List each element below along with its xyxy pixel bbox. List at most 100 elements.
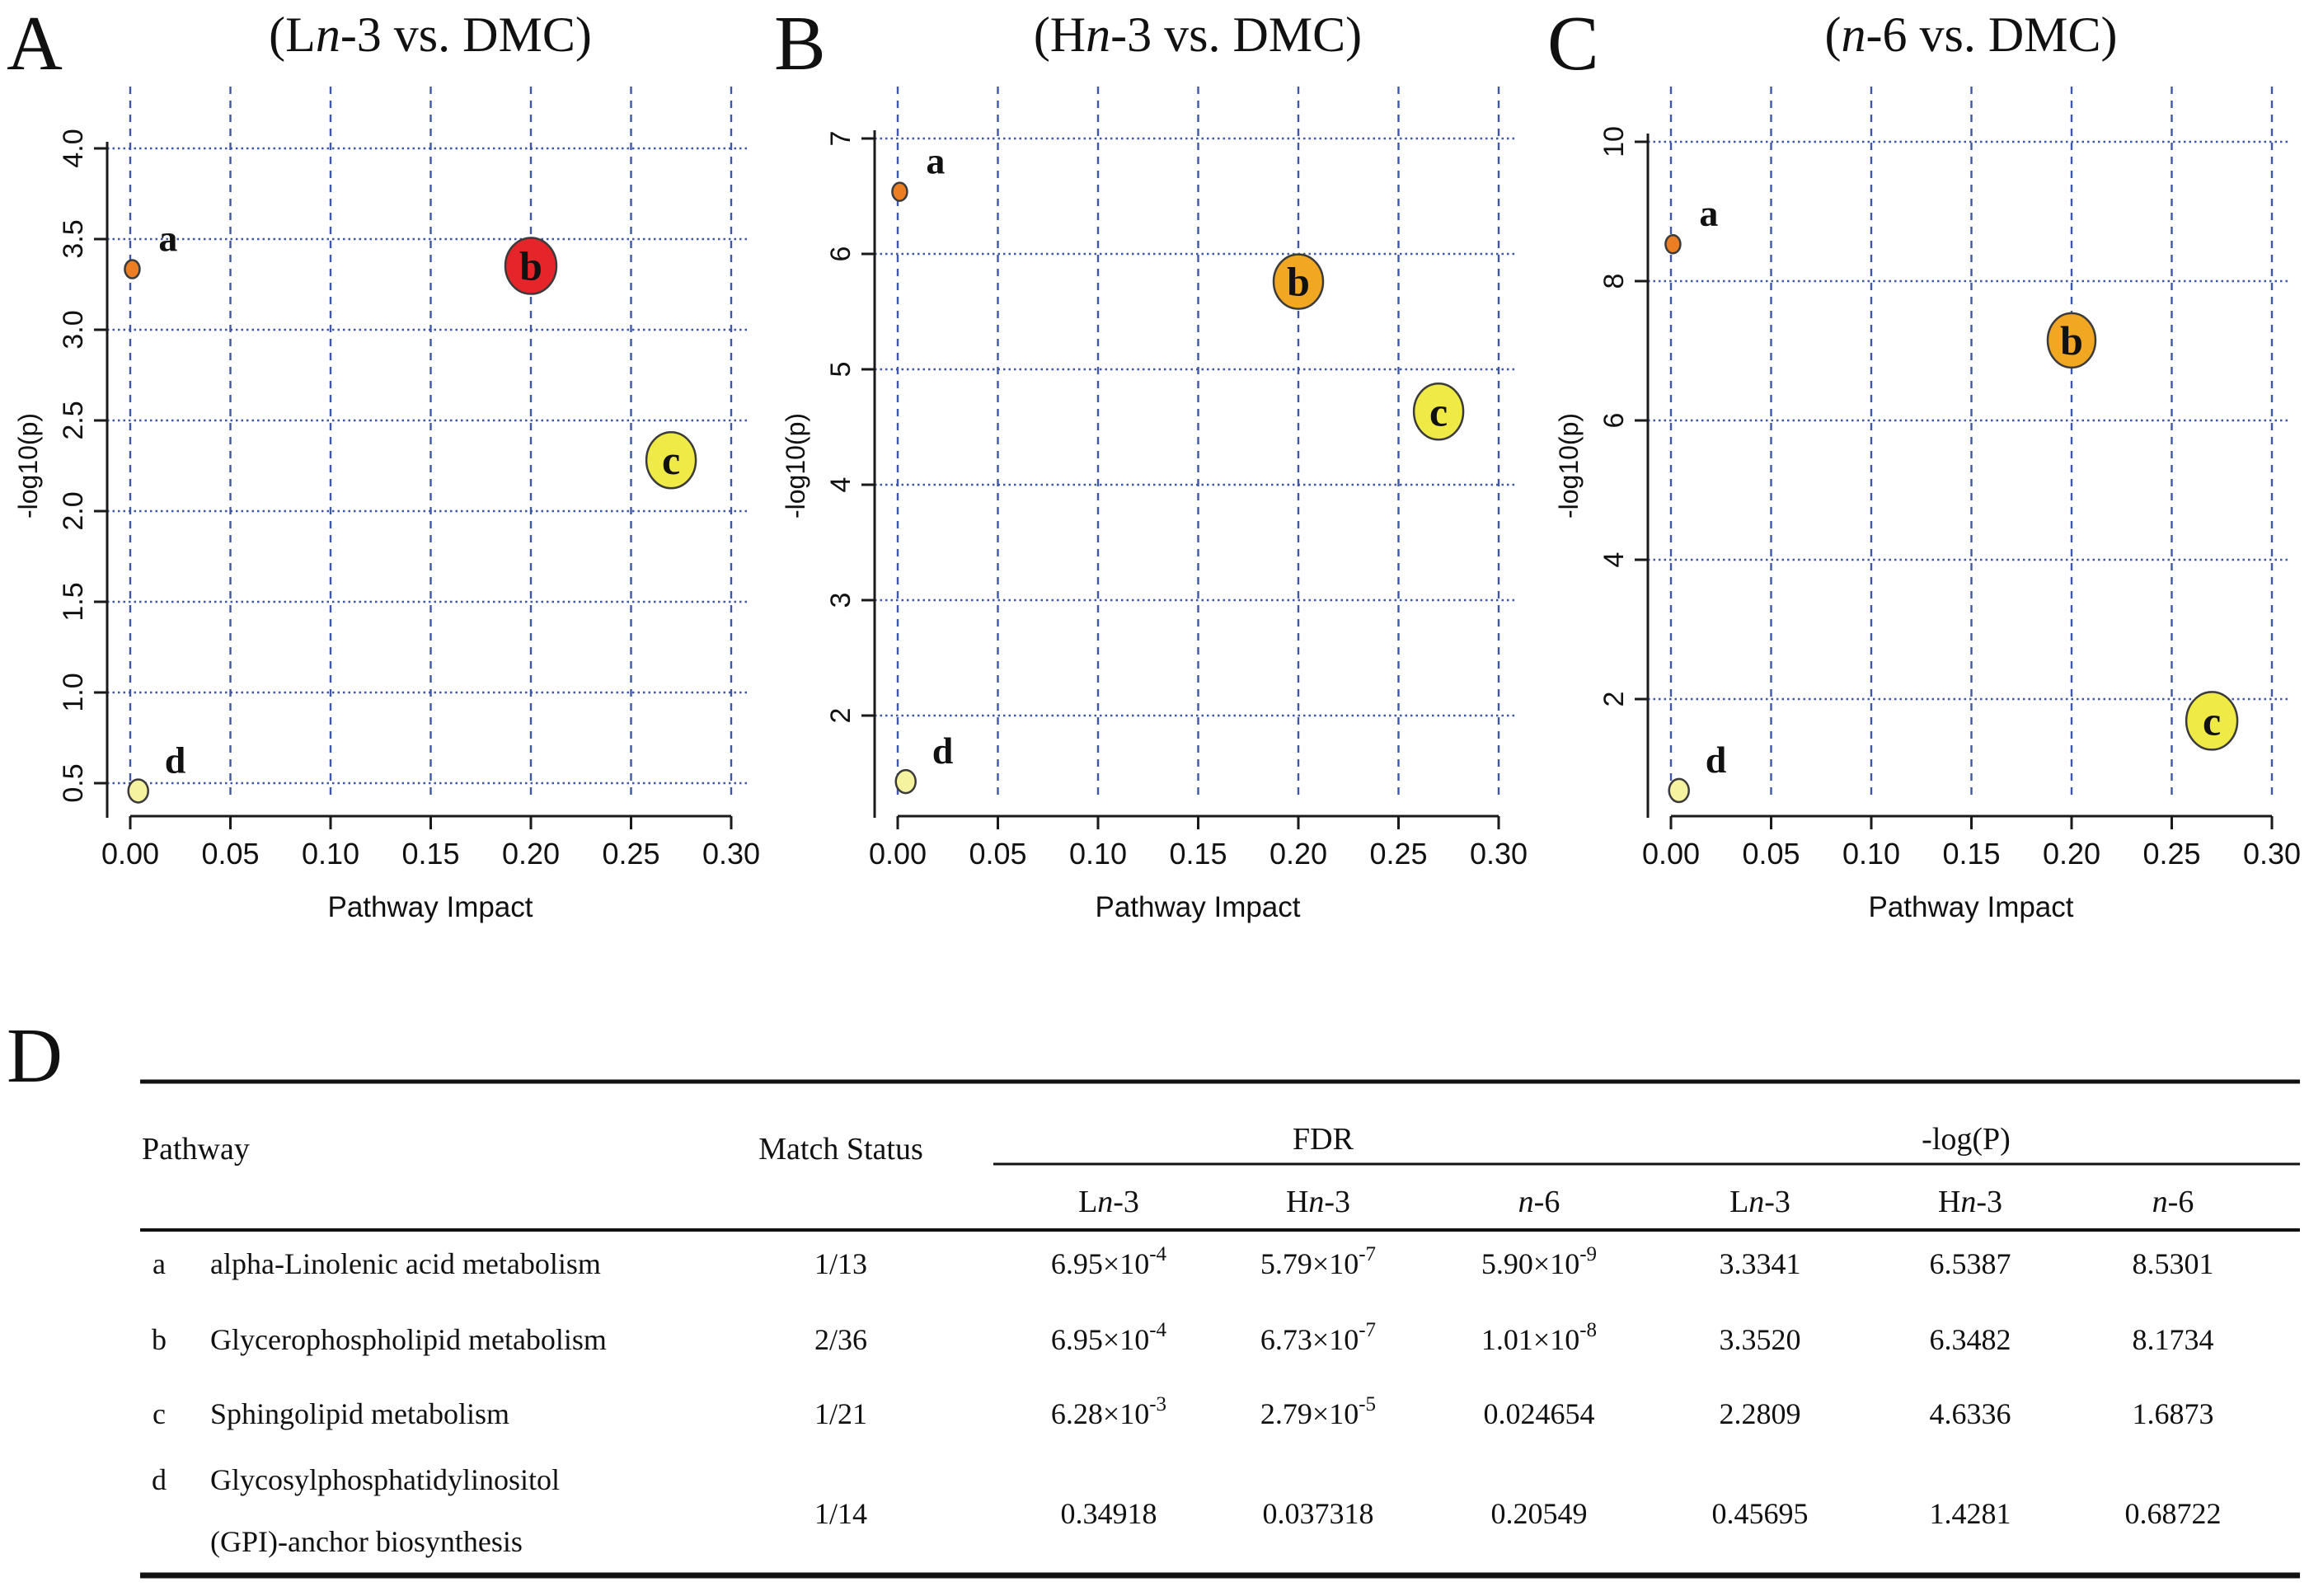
x-tick-label: 0.25 <box>1369 837 1427 871</box>
y-axis-title: -log10(p) <box>1554 413 1584 519</box>
bubble-c <box>1412 383 1465 441</box>
panel-letter: D <box>7 1013 63 1099</box>
y-tick-label: 3.0 <box>58 310 89 349</box>
bubble-d <box>1668 777 1690 804</box>
y-tick-label: 10 <box>1598 126 1630 157</box>
panel-letter: C <box>1547 1 1599 87</box>
bubble-b <box>1272 253 1325 310</box>
table-value: 6.95×10-4 <box>1051 1319 1167 1356</box>
table-subheader: Ln-3 <box>1078 1185 1139 1219</box>
y-tick-label: 2 <box>825 708 856 724</box>
x-tick-label: 0.10 <box>302 837 359 871</box>
bubble-label-d: d <box>165 739 186 781</box>
y-tick-label: 3 <box>825 593 856 608</box>
table-value: 8.5301 <box>2133 1247 2214 1280</box>
y-tick-label: 3.5 <box>58 219 89 258</box>
x-tick-label: 0.05 <box>969 837 1026 871</box>
y-tick-label: 4 <box>825 477 856 493</box>
table-value: 6.3482 <box>1930 1323 2011 1356</box>
y-tick-label: 4.0 <box>58 129 89 167</box>
y-tick-label: 6 <box>825 246 856 262</box>
table-value: 3.3520 <box>1720 1323 1801 1356</box>
x-tick-label: 0.30 <box>2243 837 2301 871</box>
table-value: 1.6873 <box>2133 1397 2214 1430</box>
table-subheader: Ln-3 <box>1729 1185 1790 1219</box>
bubble-b <box>2046 312 2097 369</box>
panel-letter: B <box>774 1 826 87</box>
panel-title: (Hn-3 vs. DMC) <box>1034 7 1362 62</box>
x-tick-label: 0.05 <box>1742 837 1800 871</box>
table-row: a alpha-Linolenic acid metabolism 1/13 6.95… <box>153 1243 2213 1280</box>
x-tick-label: 0.20 <box>1269 837 1327 871</box>
y-tick-label: 6 <box>1598 413 1630 429</box>
y-axis-title: -log10(p) <box>781 413 810 519</box>
x-axis-title: Pathway Impact <box>1096 891 1301 923</box>
bubble-label-c: c <box>662 437 680 483</box>
panel-letter: A <box>7 1 63 87</box>
table-subheader: Hn-3 <box>1938 1185 2002 1219</box>
bubble-a <box>891 181 908 202</box>
table-value: 6.95×10-4 <box>1051 1243 1167 1280</box>
bubble-d <box>894 768 917 795</box>
panel-D-table: D Pathway Match Status FDR -log(P) Ln-3 Hn-3 n-… <box>7 1013 2300 1579</box>
bubble-b <box>504 237 558 295</box>
match-status-value: 2/36 <box>814 1323 867 1356</box>
pathway-name: (GPI)-anchor biosynthesis <box>210 1525 523 1558</box>
table-value: 2.2809 <box>1720 1397 1801 1430</box>
table-subheader: Hn-3 <box>1286 1185 1350 1219</box>
y-tick-label: 5 <box>825 362 856 378</box>
table-header-match-status: Match Status <box>758 1132 922 1166</box>
bubble-label-c: c <box>2203 697 2221 744</box>
panel-B-plot: 2 3 4 5 6 7 0.00 0.05 0.10 0.15 0.20 0.25 0.30 Pathwa… <box>774 1 1528 923</box>
panel-C-plot: 2 4 6 8 10 0.00 0.05 0.10 0.15 0.20 0.25 0.30 Pathwa… <box>1547 1 2301 923</box>
pathway-name: Glycosylphosphatidylinositol <box>210 1463 560 1496</box>
y-axis-title: -log10(p) <box>13 413 43 519</box>
bubble-a <box>1664 233 1682 255</box>
panel-title: (Ln-3 vs. DMC) <box>269 7 592 62</box>
bubble-label-d: d <box>1706 739 1727 781</box>
x-tick-label: 0.25 <box>2142 837 2200 871</box>
table-value: 0.037318 <box>1263 1497 1374 1530</box>
x-tick-label: 0.00 <box>869 837 927 871</box>
bubble-label-a: a <box>158 217 177 259</box>
bubble-label-b: b <box>2060 317 2083 364</box>
bubble-label-a: a <box>1699 192 1718 234</box>
table-value: 0.68722 <box>2125 1497 2222 1530</box>
table-value: 0.34918 <box>1061 1497 1157 1530</box>
table-header-group: FDR <box>1293 1122 1354 1157</box>
bubble-label-c: c <box>1429 388 1448 434</box>
row-key-letter: d <box>152 1463 167 1496</box>
table-value: 0.20549 <box>1491 1497 1588 1530</box>
x-tick-label: 0.20 <box>2043 837 2100 871</box>
y-tick-label: 1.5 <box>58 582 89 621</box>
table-value: 6.73×10-7 <box>1260 1319 1376 1356</box>
table-value: 5.79×10-7 <box>1260 1243 1376 1280</box>
row-key-letter: c <box>153 1397 166 1430</box>
row-key-letter: a <box>153 1247 166 1280</box>
x-tick-label: 0.20 <box>502 837 560 871</box>
table-subheader: n-6 <box>1518 1185 1560 1219</box>
y-tick-label: 0.5 <box>58 763 89 802</box>
x-tick-label: 0.00 <box>1642 837 1700 871</box>
bubble-label-d: d <box>932 730 954 772</box>
table-value: 1.4281 <box>1930 1497 2011 1530</box>
table-value: 8.1734 <box>2133 1323 2214 1356</box>
panel-title: (n-6 vs. DMC) <box>1825 7 2118 62</box>
y-tick-label: 7 <box>825 131 856 147</box>
table-value: 0.45695 <box>1712 1497 1809 1530</box>
x-tick-label: 0.05 <box>201 837 259 871</box>
y-tick-label: 2 <box>1598 692 1630 707</box>
table-subheader: n-6 <box>2152 1185 2194 1219</box>
table-row: b Glycerophospholipid metabolism 2/36 6.95×… <box>152 1319 2214 1356</box>
panel-A-plot: 0.5 1.0 1.5 2.0 2.5 3.0 3.5 4.0 0.00 0.05 0.10 0.15… <box>7 1 760 923</box>
bubble-c <box>645 430 697 490</box>
table-header-group: -log(P) <box>1922 1122 2011 1157</box>
y-tick-label: 1.0 <box>58 673 89 711</box>
bubble-label-b: b <box>519 243 542 289</box>
y-tick-label: 8 <box>1598 274 1630 289</box>
table-value: 5.90×10-9 <box>1481 1243 1597 1280</box>
table-row: c Sphingolipid metabolism 1/21 6.28×10-3 2.7… <box>153 1393 2213 1430</box>
bubble-a <box>124 259 141 279</box>
pathway-name: alpha-Linolenic acid metabolism <box>210 1247 601 1280</box>
bubble-label-a: a <box>926 140 945 182</box>
